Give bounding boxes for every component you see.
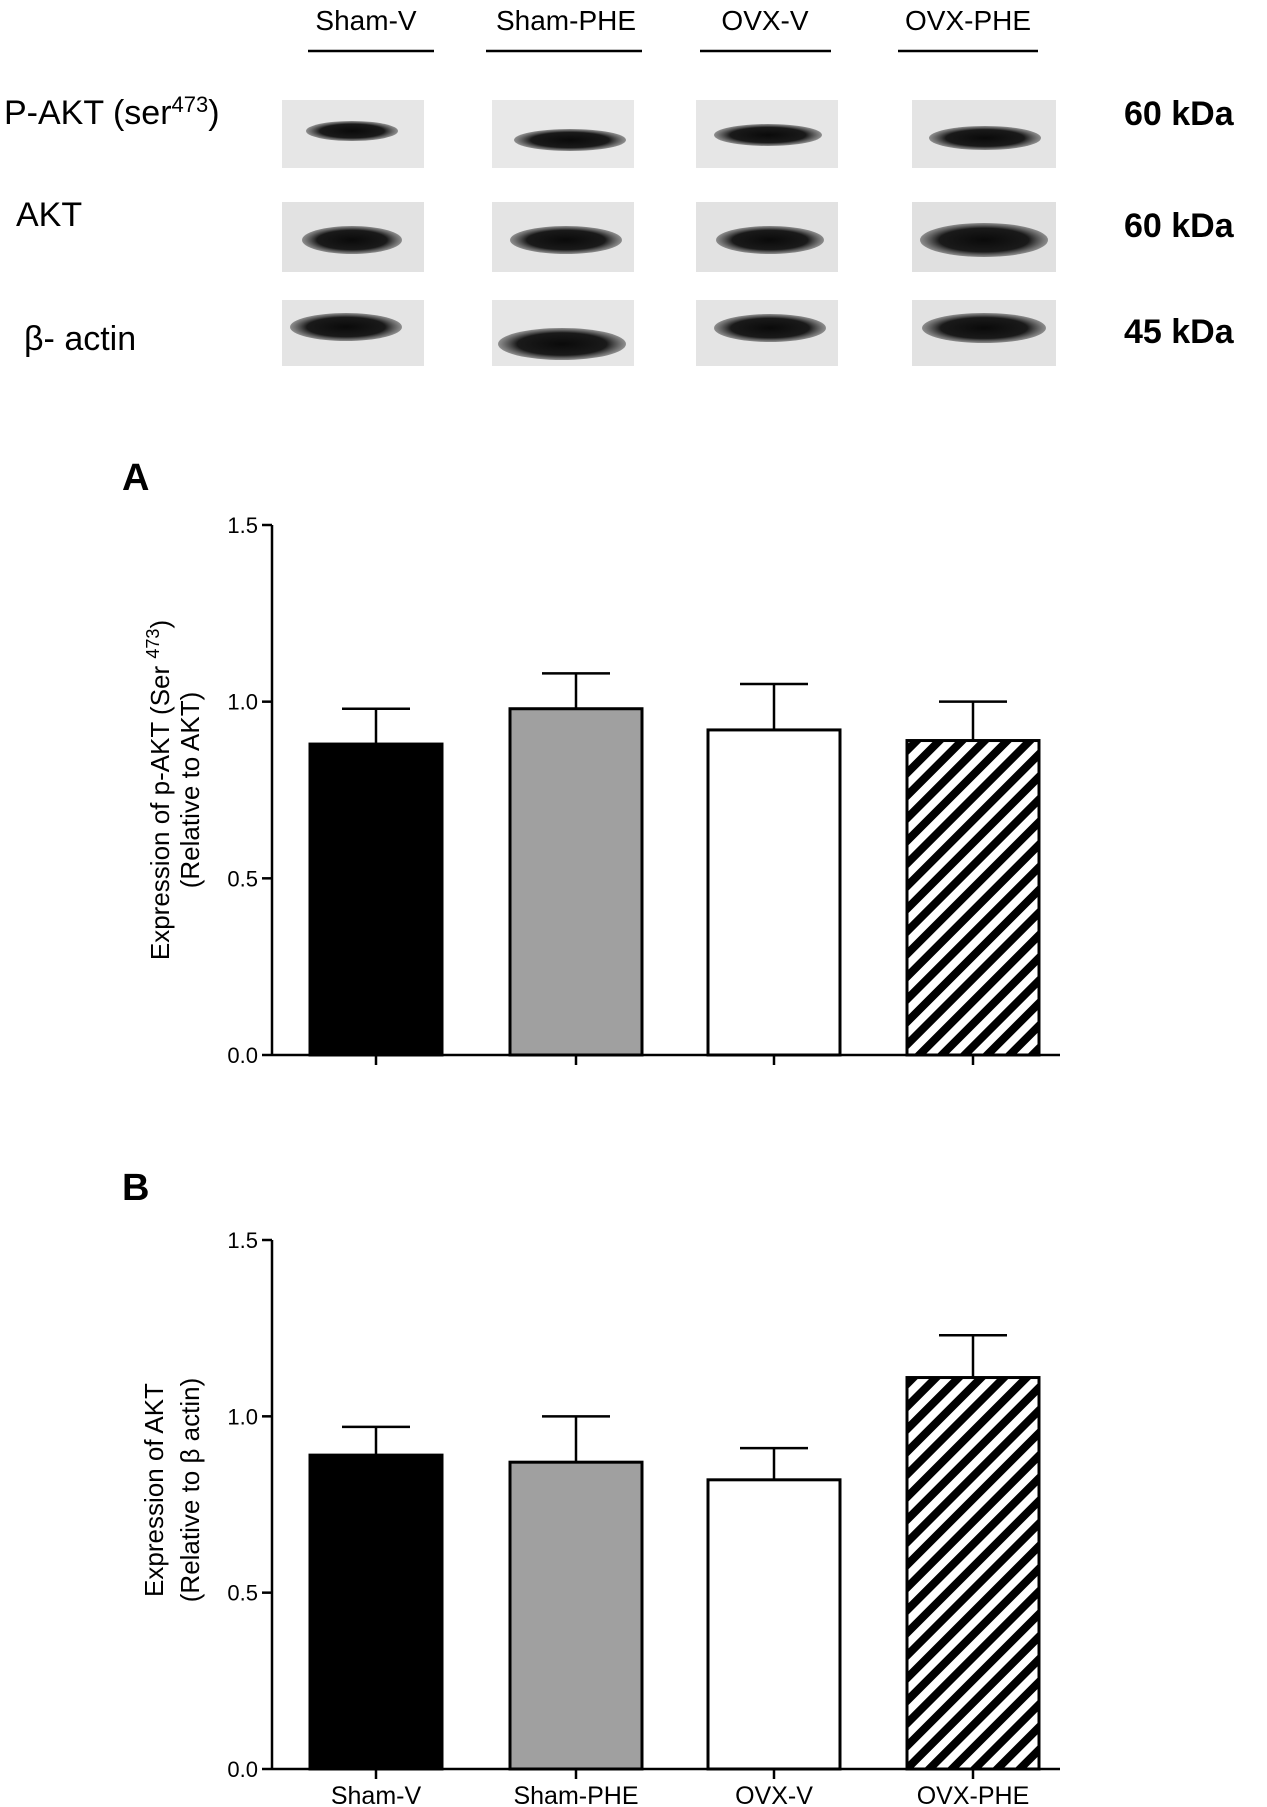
chart-b-ylabel-line1: Expression of AKT: [139, 1383, 169, 1597]
band-beta-actin-sham-v: [290, 313, 402, 341]
band-p-akt-sham-phe: [514, 129, 626, 151]
chart-b-y-tick-label: 1.5: [227, 1228, 258, 1253]
blot-kda-beta-actin: 45 kDa: [1124, 313, 1235, 351]
lane-label-sham-phe: Sham-PHE: [496, 5, 636, 36]
chart-a-y-tick-label: 1.0: [227, 690, 258, 715]
panel-label-a: A: [122, 457, 149, 499]
lane-label-ovx-phe: OVX-PHE: [905, 5, 1031, 36]
chart-a-plot: 0.0 0.5 1.0 1.5: [227, 513, 1060, 1068]
chart-b-bar-sham-v: [308, 1453, 444, 1771]
blot-row-label-akt: AKT: [16, 196, 82, 234]
blot-kda-akt: 60 kDa: [1124, 207, 1235, 245]
chart-b-category-label-sham-phe: Sham-PHE: [513, 1782, 638, 1807]
band-akt-ovx-v: [716, 226, 824, 254]
lane-label-sham-v: Sham-V: [315, 5, 416, 36]
panel-label-b: B: [122, 1167, 149, 1209]
chart-b-y-tick-label: 1.0: [227, 1404, 258, 1429]
blot-row-label-p-akt: P-AKT (ser473): [4, 92, 220, 132]
chart-b-bar-ovx-v: [706, 1478, 842, 1771]
chart-b-y-tick-label: 0.0: [227, 1757, 258, 1782]
chart-b-category-label-ovx-v: OVX-V: [735, 1782, 813, 1807]
chart-b-bar-ovx-phe: [905, 1376, 1041, 1771]
chart-panel-a: A 0.0 0.5 1.0 1.5 Expression of p-AKT (Ser …: [122, 457, 1060, 1068]
chart-a-bar-ovx-v: [706, 728, 842, 1057]
chart-a-ylabel-line2: (Relative to AKT): [175, 692, 205, 889]
blot-kda-p-akt: 60 kDa: [1124, 95, 1235, 133]
band-beta-actin-sham-phe: [498, 328, 626, 360]
chart-a-ylabel-line1: Expression of p-AKT (Ser 473): [143, 620, 175, 960]
chart-panel-b: B 0.0 0.5 1.0 1.5 Sham-V Sham-PHE OVX-V OVX-PHE…: [122, 1167, 1060, 1807]
lane-headers: Sham-V Sham-PHE OVX-V OVX-PHE: [308, 5, 1038, 53]
chart-b-ylabel-line2: (Relative to β actin): [175, 1378, 205, 1602]
band-p-akt-ovx-v: [714, 124, 822, 146]
band-beta-actin-ovx-phe: [922, 313, 1046, 343]
chart-b-plot: 0.0 0.5 1.0 1.5 Sham-V Sham-PHE OVX-V OVX-PHE: [227, 1228, 1060, 1807]
band-beta-actin-ovx-v: [714, 314, 826, 342]
chart-b-y-tick-label: 0.5: [227, 1581, 258, 1606]
chart-a-bar-ovx-phe: [905, 739, 1041, 1057]
band-p-akt-sham-v: [306, 121, 398, 141]
blot-bands: [290, 121, 1048, 360]
band-p-akt-ovx-phe: [929, 126, 1041, 150]
chart-a-bar-sham-phe: [508, 707, 644, 1057]
band-akt-ovx-phe: [920, 223, 1048, 257]
band-akt-sham-phe: [510, 226, 622, 254]
band-akt-sham-v: [302, 226, 402, 254]
chart-a-y-tick-label: 1.5: [227, 513, 258, 538]
chart-a-y-tick-label: 0.5: [227, 866, 258, 891]
chart-b-category-label-ovx-phe: OVX-PHE: [917, 1782, 1030, 1807]
chart-a-bar-sham-v: [308, 742, 444, 1057]
western-blot: Sham-V Sham-PHE OVX-V OVX-PHE P-AKT (ser…: [4, 5, 1235, 366]
lane-label-ovx-v: OVX-V: [721, 5, 808, 36]
chart-a-y-tick-label: 0.0: [227, 1043, 258, 1068]
chart-b-category-label-sham-v: Sham-V: [331, 1782, 422, 1807]
blot-row-label-beta-actin: β- actin: [24, 320, 136, 358]
chart-b-bar-sham-phe: [508, 1460, 644, 1771]
